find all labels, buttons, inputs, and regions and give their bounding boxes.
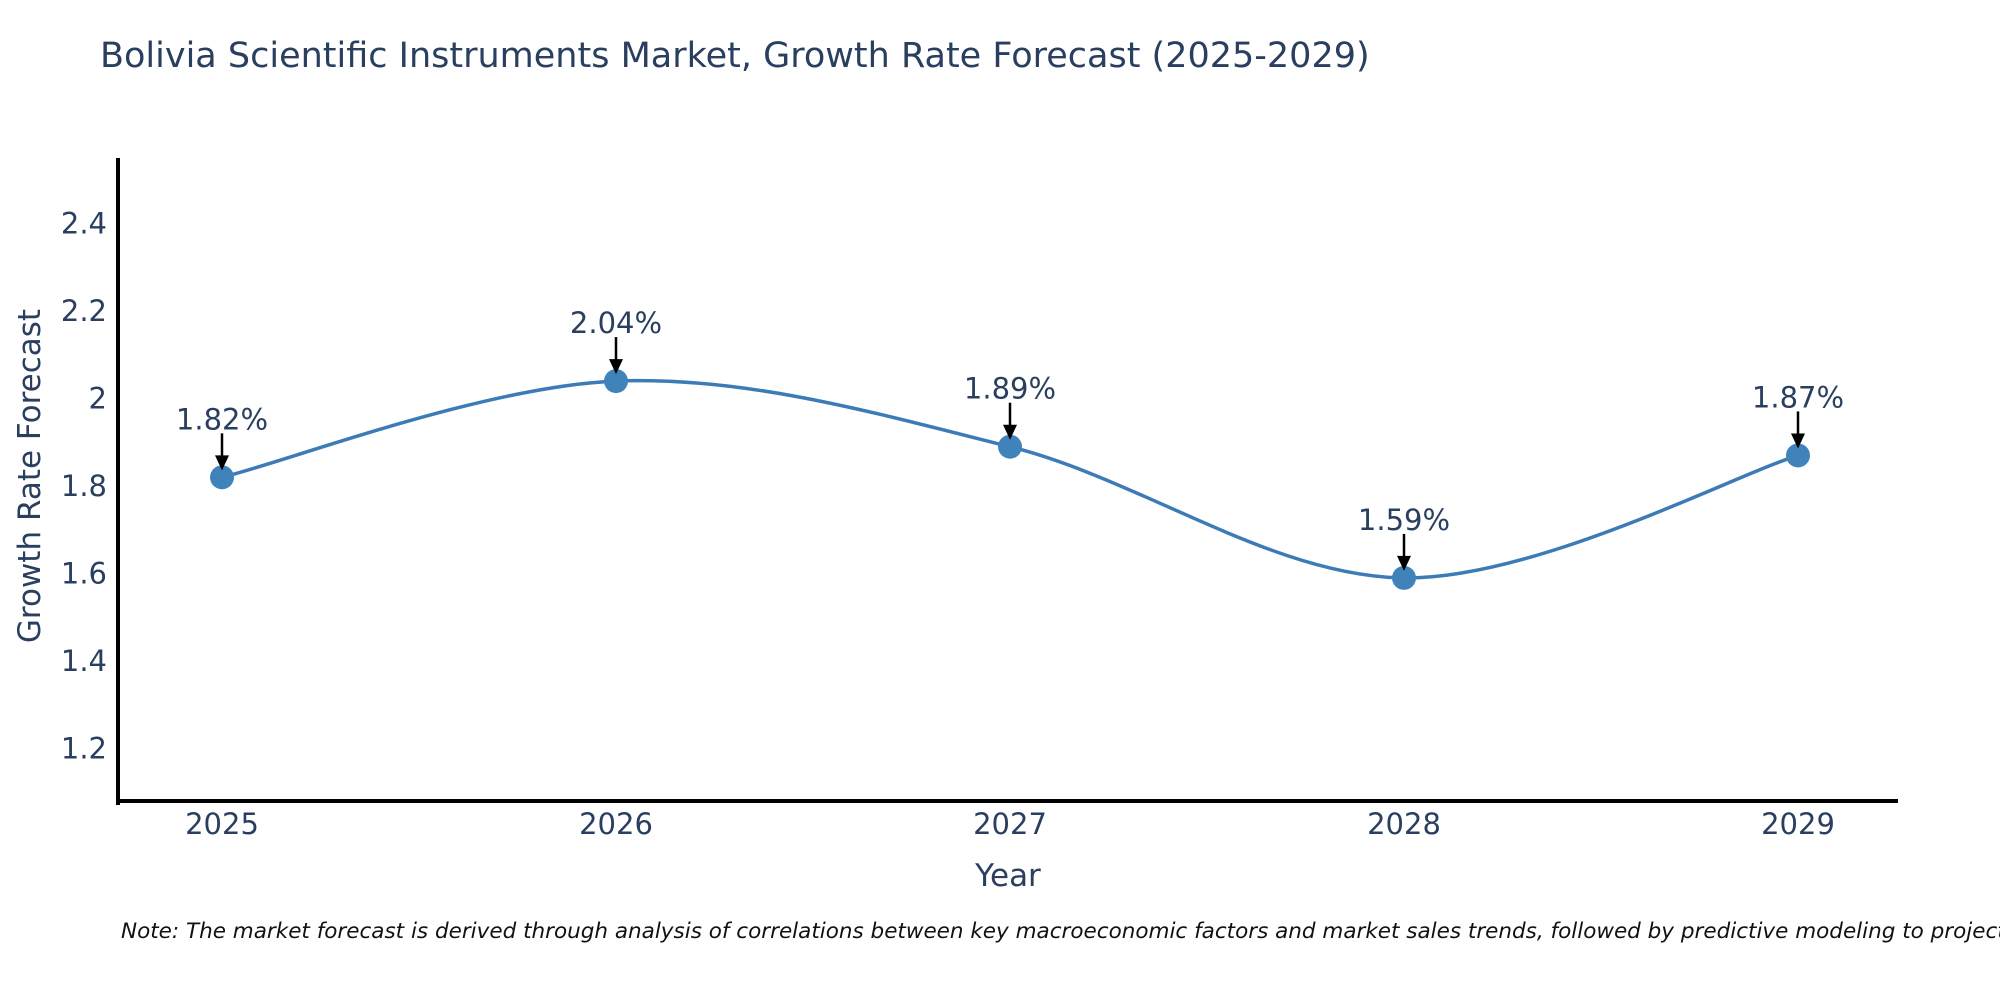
data-point-2026 [604, 369, 628, 394]
annotation-arrowhead-icon [609, 359, 623, 375]
footnote: Note: The market forecast is derived thr… [121, 919, 2000, 944]
x-tick-label: 2027 [973, 807, 1047, 841]
annotation-arrowhead-icon [1397, 555, 1411, 571]
annotation-label: 1.59% [1358, 503, 1450, 537]
y-tick-label: 2 [89, 382, 107, 416]
x-tick-label: 2029 [1761, 807, 1835, 841]
annotation-arrowhead-icon [215, 455, 229, 471]
annotation-label: 1.82% [176, 402, 268, 436]
data-point-2025 [210, 465, 234, 490]
y-tick-label: 1.4 [61, 644, 107, 678]
data-point-2028 [1392, 565, 1416, 590]
data-point-2029 [1786, 443, 1810, 468]
x-tick-label: 2025 [185, 807, 259, 841]
x-tick-label: 2028 [1367, 807, 1441, 841]
y-tick-label: 1.8 [61, 469, 107, 503]
y-tick-label: 1.2 [61, 732, 107, 766]
y-tick-label: 2.4 [61, 207, 107, 241]
x-tick-label: 2026 [579, 807, 653, 841]
y-tick-label: 2.2 [61, 294, 107, 328]
annotation-label: 1.87% [1752, 380, 1844, 414]
annotation-label: 1.89% [964, 372, 1056, 406]
chart-title: Bolivia Scientific Instruments Market, G… [100, 36, 1370, 76]
y-axis-title: Growth Rate Forecast [12, 308, 48, 644]
annotation-arrowhead-icon [1791, 433, 1805, 449]
annotation-arrowhead-icon [1003, 424, 1017, 440]
annotation-label: 2.04% [570, 306, 662, 340]
x-axis-title: Year [975, 858, 1041, 894]
data-point-2027 [998, 434, 1022, 459]
y-tick-label: 1.6 [61, 557, 107, 591]
